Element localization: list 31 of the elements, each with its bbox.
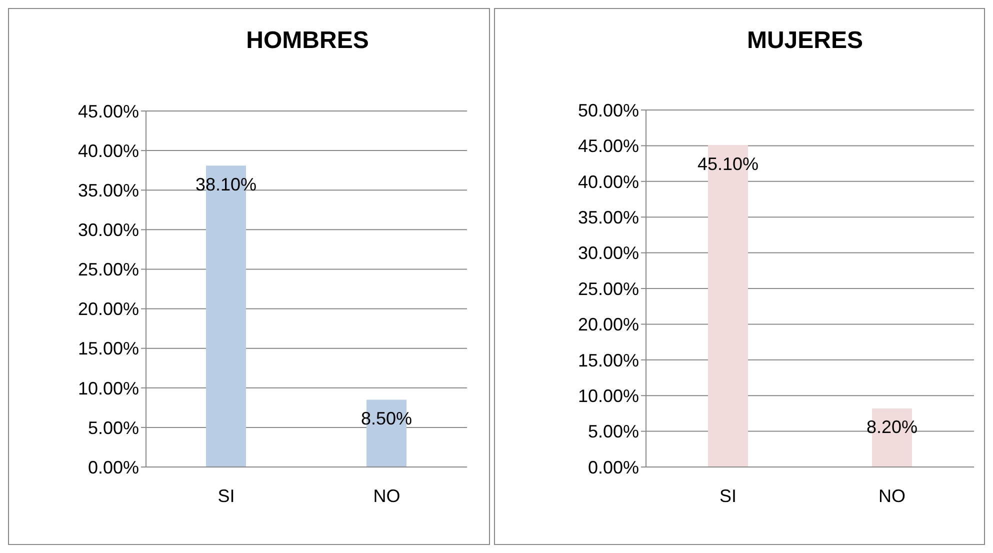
y-tick-label: 45.00% — [78, 101, 139, 122]
y-tick-label: 15.00% — [78, 338, 139, 359]
y-tick-label: 40.00% — [578, 172, 639, 192]
y-tick-label: 50.00% — [578, 100, 639, 120]
y-tick-label: 0.00% — [588, 457, 639, 478]
y-tick-label: 10.00% — [578, 386, 639, 406]
x-tick-label: NO — [373, 486, 400, 506]
y-tick-label: 30.00% — [578, 243, 639, 264]
y-tick-label: 5.00% — [588, 422, 639, 442]
y-tick-label: 15.00% — [578, 350, 639, 370]
chart-title: MUJERES — [746, 27, 864, 55]
y-tick-label: 5.00% — [88, 418, 139, 438]
x-tick-label: NO — [878, 486, 906, 506]
y-tick-label: 35.00% — [578, 207, 639, 228]
data-label: 38.10% — [195, 174, 257, 194]
y-tick-label: 25.00% — [578, 278, 639, 299]
y-tick-label: 0.00% — [88, 457, 139, 478]
data-label: 8.50% — [360, 408, 412, 429]
y-tick-label: 40.00% — [78, 140, 139, 161]
y-tick-label: 45.00% — [578, 136, 639, 156]
y-tick-label: 10.00% — [78, 378, 139, 398]
data-label: 8.20% — [866, 417, 918, 438]
x-tick-label: SI — [719, 486, 737, 506]
y-tick-label: 25.00% — [78, 260, 139, 280]
x-tick-label: SI — [218, 486, 235, 506]
chart-title: HOMBRES — [245, 27, 370, 55]
y-tick-label: 30.00% — [78, 220, 139, 240]
data-label: 45.10% — [697, 154, 759, 174]
y-tick-label: 20.00% — [578, 314, 639, 335]
y-tick-label: 20.00% — [78, 299, 139, 320]
y-tick-label: 35.00% — [78, 180, 139, 200]
